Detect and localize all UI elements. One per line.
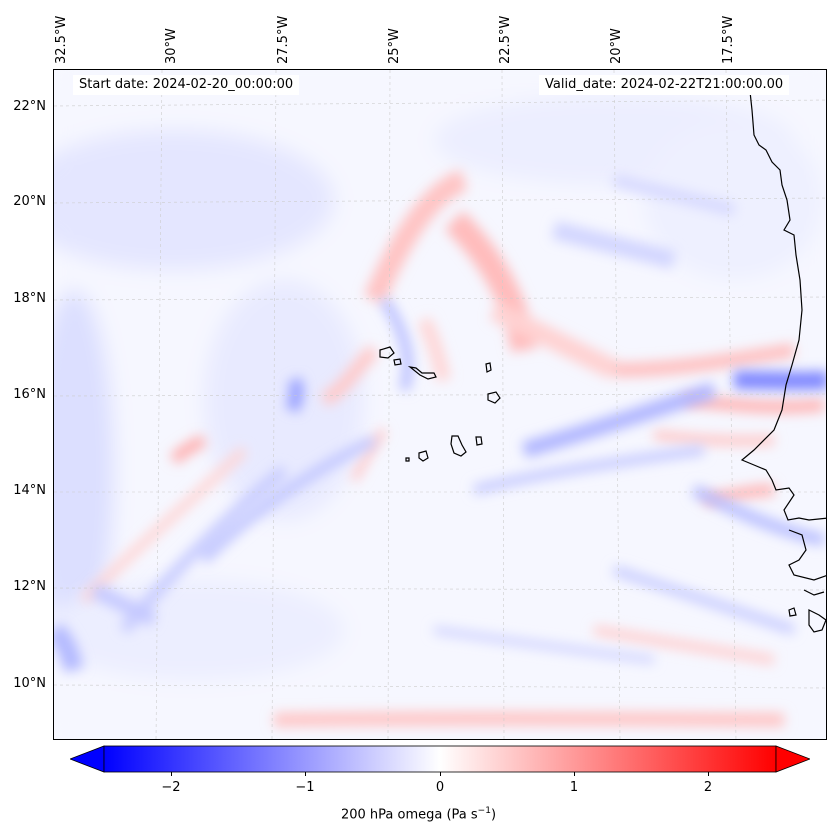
colorbar-body [103,745,777,773]
island-sal [485,362,492,373]
colorbar-extend-right [775,745,810,773]
lat-label-12n: 12°N [13,579,46,594]
valid-date-label: Valid_date: 2024-02-22T21:00:00.00 [539,75,790,95]
lon-label-17-5w: 17.5°W [721,15,736,64]
lon-label-20w: 20°W [609,28,624,64]
lon-label-32-5w: 32.5°W [54,15,69,64]
start-date-label: Start date: 2024-02-20_00:00:00 [73,75,300,95]
island-maio [475,436,483,446]
island-santo-antao [379,346,395,359]
negative-omega-bands [54,174,826,673]
map-panel[interactable] [53,69,827,740]
colorbar-tick-1: 1 [569,780,579,795]
colorbar-tickmark-1 [574,772,575,776]
omega-field-map [54,70,826,739]
colorbar-label-end: ) [490,807,497,823]
colorbar-label-exponent: −1 [477,806,491,816]
colorbar-tick-0: 0 [435,780,445,795]
lat-label-10n: 10°N [13,676,46,691]
island-sao-vicente [393,358,402,366]
colorbar-label: 200 hPa omega (Pa s−1) [0,806,837,822]
island-boa-vista [487,391,501,404]
coastlines [379,81,826,633]
lon-label-22-5w: 22.5°W [498,15,513,64]
lat-label-18n: 18°N [13,291,46,306]
lat-label-16n: 16°N [13,387,46,402]
lat-label-20n: 20°N [13,194,46,209]
island-fogo [418,450,429,462]
colorbar-label-main: 200 hPa omega (Pa s [340,807,478,823]
colorbar [70,745,810,773]
colorbar-tickmark-neg1 [305,772,306,776]
colorbar-tick-neg1: −1 [295,780,315,795]
african-coastline [740,81,826,521]
graticule [54,70,826,739]
island-sao-nicolau [407,366,437,380]
island-brava [405,457,410,462]
colorbar-tickmark-neg2 [171,772,172,776]
positive-omega-bands [80,169,825,727]
colorbar-extend-left [70,745,105,773]
lon-label-25w: 25°W [387,28,402,64]
lon-label-27-5w: 27.5°W [276,15,291,64]
lat-label-14n: 14°N [13,483,46,498]
lat-label-22n: 22°N [13,99,46,114]
colorbar-tickmark-0 [440,772,441,776]
colorbar-tickmark-2 [708,772,709,776]
colorbar-tick-neg2: −2 [161,780,181,795]
lon-label-30w: 30°W [164,28,179,64]
colorbar-tick-2: 2 [703,780,713,795]
island-santiago [450,435,467,457]
